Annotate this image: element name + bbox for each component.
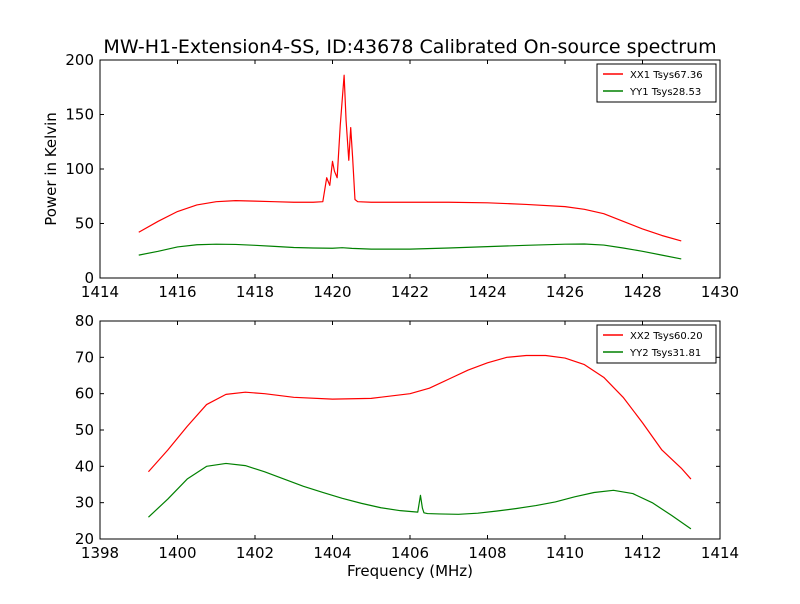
- series-line-2: [138, 243, 682, 260]
- legend-label: YY1 Tsys28.53: [629, 87, 701, 98]
- x-tick-label: 1430: [701, 283, 739, 301]
- x-tick-label: 1428: [623, 283, 661, 301]
- x-tick-label: 1414: [701, 544, 739, 562]
- legend-box: [596, 324, 717, 364]
- x-tick-label: 1422: [391, 283, 429, 301]
- legend-label: XX1 Tsys67.36: [630, 70, 703, 81]
- y-tick-label: 70: [75, 348, 94, 366]
- y-tick-label: 80: [75, 312, 94, 330]
- x-tick-label: 1404: [313, 544, 351, 562]
- y-tick-label: 20: [75, 530, 94, 548]
- series-line-1: [147, 354, 692, 480]
- y-tick-label: 50: [75, 215, 94, 233]
- legend: XX1 Tsys67.36 YY1 Tsys28.53: [596, 63, 717, 103]
- legend: XX2 Tsys60.20 YY2 Tsys31.81: [596, 324, 717, 364]
- x-tick-label: 1414: [81, 283, 119, 301]
- y-tick-label: 0: [84, 269, 94, 287]
- x-tick-label: 1412: [623, 544, 661, 562]
- y-tick-label: 200: [65, 51, 94, 69]
- x-tick-label: 1416: [158, 283, 196, 301]
- y-tick-label: 100: [65, 160, 94, 178]
- series-line-1: [138, 74, 682, 242]
- x-tick-label: 1400: [158, 544, 196, 562]
- x-tick-label: 1408: [468, 544, 506, 562]
- legend-label: XX2 Tsys60.20: [630, 331, 703, 342]
- y-tick-label: 50: [75, 421, 94, 439]
- y-tick-label: 30: [75, 494, 94, 512]
- x-tick-label: 1406: [391, 544, 429, 562]
- x-tick-label: 1426: [546, 283, 584, 301]
- bottom-x-axis-label: Frequency (MHz): [347, 562, 473, 580]
- legend-label: YY2 Tsys31.81: [629, 348, 701, 359]
- y-tick-label: 40: [75, 457, 94, 475]
- y-tick-label: 60: [75, 385, 94, 403]
- x-tick-label: 1398: [81, 544, 119, 562]
- top-panel: 1414 1416 1418 1420 1422 1424 1426 1428 1430 0 50 1…: [65, 51, 739, 301]
- bottom-panel: 1398 1400 1402 1404 1406 1408 1410 1412 1414 20 30…: [75, 312, 739, 562]
- x-tick-label: 1424: [468, 283, 506, 301]
- chart-title: MW-H1-Extension4-SS, ID:43678 Calibrated…: [103, 36, 716, 58]
- x-tick-label: 1410: [546, 544, 584, 562]
- x-tick-label: 1402: [236, 544, 274, 562]
- x-tick-label: 1420: [313, 283, 351, 301]
- series-line-2: [148, 462, 692, 530]
- top-y-axis-label: Power in Kelvin: [42, 112, 60, 226]
- legend-box: [596, 63, 717, 103]
- x-tick-label: 1418: [236, 283, 274, 301]
- y-tick-label: 150: [65, 106, 94, 124]
